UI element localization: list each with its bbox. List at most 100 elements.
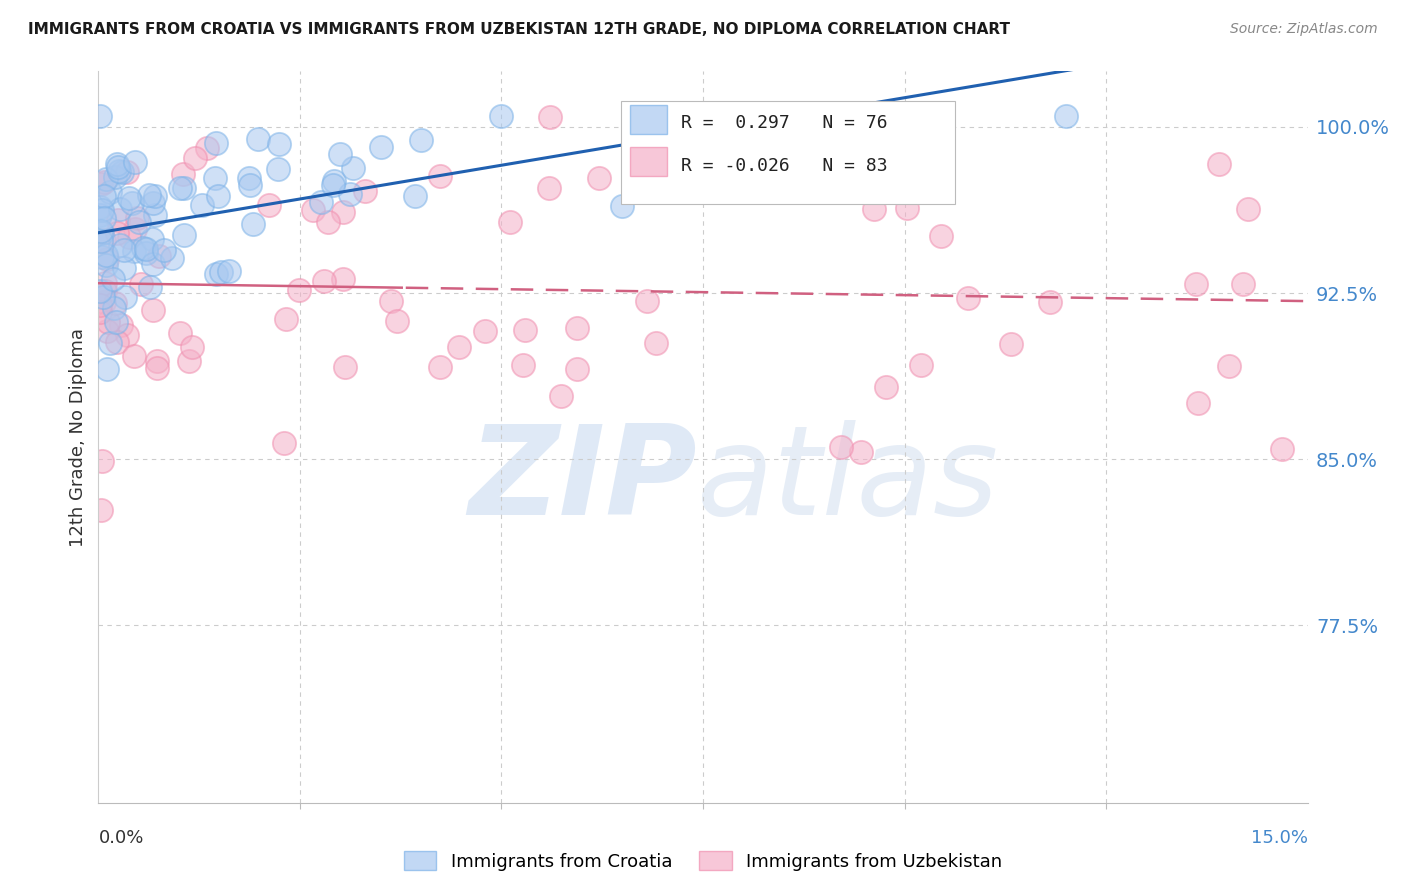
Point xyxy=(146,354,169,368)
Point xyxy=(98,185,121,199)
Point xyxy=(96,252,118,267)
Point xyxy=(498,215,520,229)
Point xyxy=(246,132,269,146)
Point xyxy=(89,304,111,318)
Point xyxy=(96,361,118,376)
Point xyxy=(105,227,128,241)
Point xyxy=(104,170,127,185)
Point xyxy=(129,277,152,291)
Point xyxy=(491,109,513,123)
Point xyxy=(148,249,170,263)
Point xyxy=(429,169,451,184)
Point xyxy=(513,323,536,337)
Point xyxy=(89,298,111,312)
Point xyxy=(94,248,117,262)
Point xyxy=(172,167,194,181)
Bar xyxy=(630,104,666,134)
Point xyxy=(636,293,658,308)
Point xyxy=(169,326,191,340)
Point xyxy=(104,315,127,329)
Point xyxy=(153,243,176,257)
Point xyxy=(93,294,115,309)
Point xyxy=(179,354,201,368)
Point xyxy=(329,147,352,161)
Point xyxy=(114,290,136,304)
Point xyxy=(90,503,112,517)
Point xyxy=(207,189,229,203)
Point xyxy=(404,189,426,203)
Point xyxy=(124,154,146,169)
Point xyxy=(111,165,134,179)
Point xyxy=(1185,277,1208,292)
Point xyxy=(143,188,166,202)
Point xyxy=(474,324,496,338)
Point xyxy=(447,340,470,354)
Point xyxy=(141,232,163,246)
Point xyxy=(121,195,143,210)
Point xyxy=(127,211,149,226)
Point xyxy=(184,151,207,165)
Point xyxy=(89,200,111,214)
Point xyxy=(131,241,153,255)
Point xyxy=(565,361,588,376)
Point xyxy=(875,380,897,394)
Point xyxy=(1000,337,1022,351)
Point xyxy=(90,251,112,265)
Point xyxy=(302,202,325,217)
Y-axis label: 12th Grade, No Diploma: 12th Grade, No Diploma xyxy=(69,327,87,547)
Point xyxy=(97,315,120,329)
Point xyxy=(956,292,979,306)
Point xyxy=(931,229,953,244)
Point xyxy=(90,203,112,218)
Point xyxy=(138,187,160,202)
Point xyxy=(267,137,290,152)
Point xyxy=(110,202,132,216)
Point xyxy=(537,181,560,195)
Point xyxy=(142,303,165,318)
Point xyxy=(141,257,163,271)
Point xyxy=(118,191,141,205)
Point xyxy=(239,178,262,192)
Point xyxy=(104,296,127,310)
Point xyxy=(309,194,332,209)
Point xyxy=(115,165,138,179)
Point xyxy=(93,290,115,304)
Point xyxy=(387,314,409,328)
Point xyxy=(267,162,290,177)
Point xyxy=(115,328,138,343)
Point xyxy=(323,174,346,188)
Point xyxy=(139,280,162,294)
Text: IMMIGRANTS FROM CROATIA VS IMMIGRANTS FROM UZBEKISTAN 12TH GRADE, NO DIPLOMA COR: IMMIGRANTS FROM CROATIA VS IMMIGRANTS FR… xyxy=(28,22,1010,37)
Point xyxy=(118,230,141,244)
Point xyxy=(863,202,886,216)
Point xyxy=(631,179,654,194)
Point xyxy=(370,140,392,154)
Point xyxy=(409,133,432,147)
Point xyxy=(612,199,634,213)
Point xyxy=(205,267,228,281)
Point xyxy=(173,181,195,195)
Point xyxy=(332,271,354,285)
Point xyxy=(180,340,202,354)
Point xyxy=(1039,295,1062,310)
Point xyxy=(512,359,534,373)
Point xyxy=(1236,202,1258,216)
Point xyxy=(333,359,356,374)
Point xyxy=(112,243,135,257)
Point xyxy=(191,197,214,211)
Text: ZIP: ZIP xyxy=(468,420,697,541)
Point xyxy=(105,335,128,350)
Point xyxy=(124,221,146,235)
Point xyxy=(288,283,311,297)
Point xyxy=(98,335,121,350)
Point xyxy=(93,211,115,225)
Point xyxy=(218,264,240,278)
Point xyxy=(146,361,169,376)
Point xyxy=(550,389,572,403)
Point xyxy=(1208,157,1230,171)
Text: 0.0%: 0.0% xyxy=(98,830,143,847)
Point xyxy=(783,146,806,161)
Point xyxy=(128,215,150,229)
Point xyxy=(567,320,589,334)
Point xyxy=(93,176,115,190)
